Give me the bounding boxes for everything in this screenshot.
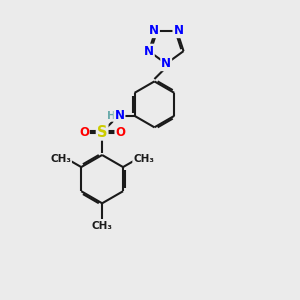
Text: N: N [115,109,124,122]
Text: CH₃: CH₃ [50,154,71,164]
Text: H: H [107,111,116,121]
Text: S: S [97,124,107,140]
Text: O: O [79,125,89,139]
Text: N: N [173,24,183,37]
Text: CH₃: CH₃ [92,221,112,231]
Text: N: N [144,45,154,58]
Text: CH₃: CH₃ [133,154,154,164]
Text: N: N [149,24,159,37]
Text: N: N [161,57,171,70]
Text: O: O [116,125,125,139]
